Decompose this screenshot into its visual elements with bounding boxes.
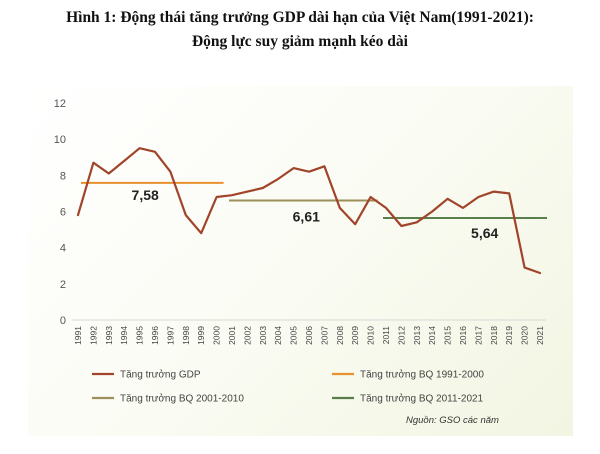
legend-item: Tăng trưởng BQ 2001-2010 (92, 393, 244, 405)
x-tick-label: 2012 (396, 326, 406, 345)
x-tick-label: 2001 (227, 326, 237, 345)
x-tick-label: 1999 (196, 326, 206, 345)
legend: Tăng trưởng GDP Tăng trưởng BQ 1991-2000 T… (92, 369, 484, 405)
gdp-growth-line (76, 147, 542, 275)
average-value-label: 6,61 (293, 208, 320, 224)
x-tick-label: 1995 (135, 326, 145, 345)
x-tick-label: 2004 (273, 326, 283, 345)
y-tick-label: 12 (54, 98, 66, 110)
x-tick-label: 2005 (289, 326, 299, 345)
legend-label: Tăng trưởng BQ 2011-2021 (360, 393, 484, 405)
average-value-label: 7,58 (132, 187, 159, 203)
y-tick-label: 0 (60, 315, 66, 327)
x-tick-label: 2011 (381, 326, 391, 345)
legend-label: Tăng trưởng GDP (120, 369, 201, 381)
x-tick-label: 2016 (458, 326, 468, 345)
y-tick-label: 2 (60, 279, 66, 291)
legend-item: Tăng trưởng GDP (92, 369, 201, 381)
x-tick-label: 1997 (165, 326, 175, 345)
source-note: Nguồn: GSO các năm (406, 415, 499, 426)
y-tick-label: 4 (60, 243, 66, 255)
x-tick-label: 2000 (212, 326, 222, 345)
x-tick-label: 2020 (520, 326, 530, 345)
gdp-growth-chart: 0 2 4 6 8 10 12 1991 1992 1993 1994 1995 1996 1997 199… (54, 98, 547, 426)
figure-title-line1: Hình 1: Động thái tăng trưởng GDP dài hạ… (66, 9, 534, 26)
x-tick-label: 2009 (350, 326, 360, 345)
y-tick-label: 8 (60, 170, 66, 182)
x-tick-label: 2008 (335, 326, 345, 345)
legend-item: Tăng trưởng BQ 1991-2000 (332, 369, 484, 381)
x-tick-label: 2013 (412, 326, 422, 345)
legend-item: Tăng trưởng BQ 2011-2021 (332, 393, 484, 405)
legend-label: Tăng trưởng BQ 1991-2000 (360, 369, 484, 381)
x-tick-label: 2015 (443, 326, 453, 345)
x-tick-label: 1992 (88, 326, 98, 345)
x-tick-label: 2021 (535, 326, 545, 345)
x-tick-label: 1993 (104, 326, 114, 345)
x-tick-label: 1998 (181, 326, 191, 345)
x-tick-label: 1991 (73, 326, 83, 345)
x-tick-label: 2019 (504, 326, 514, 345)
x-tick-label: 2003 (258, 326, 268, 345)
x-tick-label: 2006 (304, 326, 314, 345)
x-tick-label: 2002 (242, 326, 252, 345)
x-tick-label: 2014 (427, 326, 437, 345)
legend-label: Tăng trưởng BQ 2001-2010 (120, 393, 244, 405)
chart-panel: 0 2 4 6 8 10 12 1991 1992 1993 1994 1995 1996 1997 199… (28, 86, 573, 436)
average-value-label: 5,64 (471, 225, 498, 241)
y-tick-label: 6 (60, 207, 66, 219)
x-tick-label: 2017 (473, 326, 483, 345)
x-tick-label: 2018 (489, 326, 499, 345)
x-tick-label: 2007 (319, 326, 329, 345)
x-tick-label: 1994 (119, 326, 129, 345)
x-tick-label: 1996 (150, 326, 160, 345)
y-tick-label: 10 (54, 134, 66, 146)
figure-title: Hình 1: Động thái tăng trưởng GDP dài hạ… (0, 6, 600, 54)
x-tick-label: 2010 (366, 326, 376, 345)
figure-title-line2: Động lực suy giảm mạnh kéo dài (191, 33, 408, 50)
